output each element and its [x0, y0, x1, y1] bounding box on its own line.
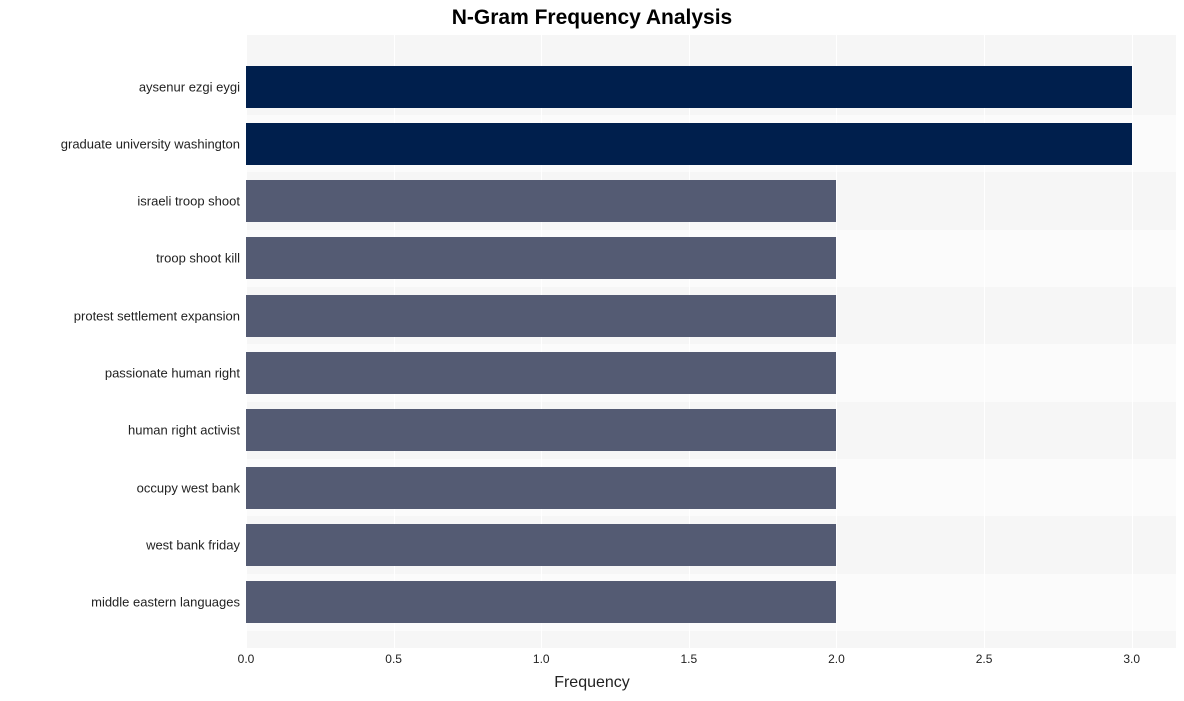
plot-background — [246, 35, 1176, 648]
y-tick-label: human right activist — [0, 423, 240, 438]
x-tick-label: 2.5 — [976, 652, 993, 666]
bar — [246, 66, 1132, 108]
bar — [246, 237, 836, 279]
x-tick-label: 1.0 — [533, 652, 550, 666]
chart-title: N-Gram Frequency Analysis — [0, 6, 1184, 30]
y-tick-label: west bank friday — [0, 537, 240, 552]
bar — [246, 524, 836, 566]
y-tick-label: aysenur ezgi eygi — [0, 79, 240, 94]
bar — [246, 581, 836, 623]
bar — [246, 180, 836, 222]
ngram-frequency-chart: N-Gram Frequency Analysis aysenur ezgi e… — [0, 0, 1184, 701]
x-tick-label: 3.0 — [1123, 652, 1140, 666]
x-tick-label: 1.5 — [681, 652, 698, 666]
bar — [246, 352, 836, 394]
y-tick-label: passionate human right — [0, 366, 240, 381]
x-axis-ticks: 0.00.51.01.52.02.53.0 — [246, 648, 1176, 672]
bar — [246, 467, 836, 509]
y-tick-label: troop shoot kill — [0, 251, 240, 266]
y-tick-label: middle eastern languages — [0, 595, 240, 610]
y-tick-label: graduate university washington — [0, 136, 240, 151]
x-tick-label: 0.5 — [385, 652, 402, 666]
x-axis-label: Frequency — [0, 674, 1184, 692]
bar — [246, 123, 1132, 165]
plot-area — [246, 35, 1176, 648]
bar — [246, 295, 836, 337]
y-tick-label: israeli troop shoot — [0, 194, 240, 209]
y-tick-label: protest settlement expansion — [0, 308, 240, 323]
x-tick-label: 2.0 — [828, 652, 845, 666]
bar — [246, 409, 836, 451]
x-tick-label: 0.0 — [238, 652, 255, 666]
y-tick-label: occupy west bank — [0, 480, 240, 495]
grid-line — [1132, 35, 1133, 648]
